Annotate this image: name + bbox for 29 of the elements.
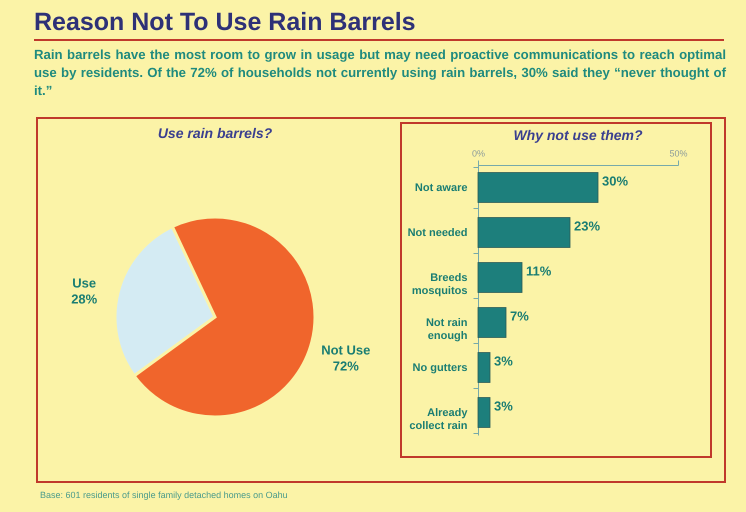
chart-title: Use rain barrels?	[158, 125, 273, 141]
text: Reason Not To Use Rain Barrels	[34, 8, 724, 41]
slice-label: Not Use	[321, 342, 370, 358]
bar	[478, 217, 570, 248]
text: Rain barrels have the most room to grow in usage but may need proactive communications to reach optimal use by residents. Of the 72% of households not currently using rain barrels, 30% said they “never thought of it.”	[34, 46, 726, 100]
y-tick-label: Already collect rain	[409, 407, 468, 432]
bar	[478, 172, 598, 203]
data-label: 30%	[602, 174, 628, 188]
bar	[478, 307, 506, 338]
text: Base: 601 residents of single family detached homes on Oahu	[40, 490, 288, 500]
y-tick-label: Not aware	[414, 182, 468, 194]
bar	[478, 397, 490, 428]
chart-title: Why not use them?	[513, 127, 643, 143]
data-label: 28%	[71, 292, 98, 307]
x-tick-label: 0%	[472, 148, 486, 158]
slice-label: Use	[72, 276, 96, 291]
data-label: 3%	[494, 398, 514, 414]
data-label: 72%	[332, 358, 360, 374]
y-tick-label: No gutters	[412, 362, 468, 374]
y-tick-label: Not needed	[408, 227, 468, 239]
bar	[478, 352, 490, 383]
data-label: 23%	[574, 218, 600, 234]
data-label: 7%	[510, 308, 530, 324]
y-tick-label: Breeds mosquitos	[412, 272, 468, 297]
x-tick-label: 50%	[669, 148, 688, 158]
data-label: 11%	[526, 264, 552, 278]
y-tick-label: Not rain enough	[426, 317, 468, 342]
data-label: 3%	[494, 354, 514, 368]
bar	[478, 262, 522, 293]
